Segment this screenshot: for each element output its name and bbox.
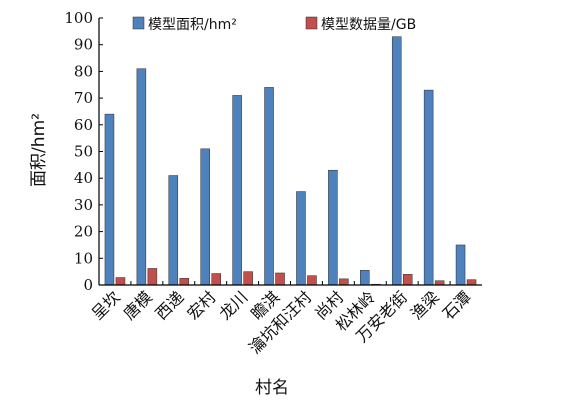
x-category-label: 呈坎 — [88, 287, 124, 323]
y-tick-label: 30 — [74, 196, 93, 214]
y-tick-label: 80 — [74, 62, 93, 80]
x-axis-title: 村名 — [255, 378, 289, 398]
legend-label: 模型数据量/GB — [321, 17, 416, 33]
bar-data-size-7 — [339, 278, 349, 286]
legend-label: 模型面积/hm² — [148, 17, 237, 33]
bar-data-size-1 — [147, 268, 158, 286]
x-category-label: 石潭 — [439, 287, 475, 323]
y-tick-label: 70 — [74, 89, 93, 107]
y-axis-title: 面积/hm² — [29, 113, 49, 187]
bar-area-3 — [200, 148, 210, 286]
legend-swatch — [132, 16, 145, 30]
bar-data-size-10 — [434, 280, 445, 286]
bar-data-size-11 — [466, 279, 477, 286]
bar-area-6 — [296, 191, 306, 286]
y-tick-label: 100 — [64, 9, 93, 27]
y-tick-label: 60 — [74, 116, 93, 134]
bar-data-size-4 — [243, 271, 253, 286]
legend: 模型面积/hm² 模型数据量/GB — [132, 16, 416, 33]
bar-area-10 — [423, 89, 434, 286]
y-tick-label: 50 — [74, 143, 93, 161]
x-category-label: 渔梁 — [407, 287, 443, 323]
bar-data-size-5 — [275, 272, 285, 286]
y-tick-label: 20 — [74, 223, 93, 241]
bars-layer — [104, 36, 477, 286]
bar-area-1 — [136, 68, 147, 286]
y-tick-label: 10 — [74, 249, 93, 267]
bar-area-9 — [391, 36, 402, 286]
bar-area-11 — [455, 244, 466, 286]
bar-data-size-3 — [211, 273, 221, 286]
bar-data-size-0 — [115, 277, 126, 286]
bar-data-size-6 — [307, 275, 317, 286]
axes-layer — [98, 17, 482, 286]
x-category-label: 龙川 — [215, 287, 251, 323]
legend-swatch — [305, 16, 318, 30]
x-category-label: 宏村 — [183, 287, 219, 323]
bar-area-5 — [264, 87, 274, 286]
x-category-label: 唐模 — [120, 287, 156, 323]
y-tick-label: 40 — [74, 169, 93, 187]
bar-area-7 — [328, 169, 338, 286]
y-tick-label: 0 — [83, 276, 93, 294]
bar-area-0 — [104, 113, 115, 286]
y-tick-label: 90 — [74, 36, 93, 54]
bar-data-size-2 — [179, 278, 190, 286]
bar-area-2 — [168, 175, 179, 286]
bar-area-4 — [232, 95, 242, 286]
bar-data-size-9 — [402, 274, 413, 286]
x-category-label: 西递 — [152, 287, 188, 323]
bar-area-8 — [360, 270, 370, 286]
